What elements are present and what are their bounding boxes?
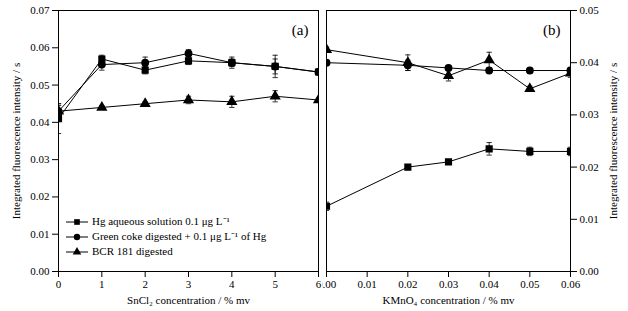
svg-text:0.07: 0.07 [30,4,50,16]
svg-text:0.05: 0.05 [30,79,50,91]
svg-text:1: 1 [99,278,105,290]
svg-text:0.02: 0.02 [30,190,49,202]
svg-text:4: 4 [229,278,235,290]
svg-text:(b): (b) [543,22,561,39]
html-text:Hg aqueous solution 0.1 μg L⁻¹: Hg aqueous solution 0.1 μg L⁻¹ [92,215,230,227]
svg-text:6: 6 [316,278,322,290]
svg-text:0.04: 0.04 [480,278,500,290]
svg-text:SnCl₂ concentration / % mv: SnCl₂ concentration / % mv [127,294,250,306]
svg-text:0.01: 0.01 [30,228,49,240]
svg-text:0.04: 0.04 [580,56,600,68]
svg-text:0.00: 0.00 [30,265,50,277]
svg-text:0: 0 [56,278,62,290]
svg-text:0.03: 0.03 [30,153,50,165]
svg-text:0.03: 0.03 [580,108,600,120]
svg-text:5: 5 [272,278,278,290]
svg-text:KMnO₄ concentration / % mv: KMnO₄ concentration / % mv [382,294,515,306]
svg-text:(a): (a) [292,22,309,39]
svg-text:0.06: 0.06 [30,41,50,53]
svg-text:0.04: 0.04 [30,116,50,128]
svg-text:0.05: 0.05 [580,4,600,16]
svg-text:2: 2 [142,278,148,290]
html-text:BCR 181 digested: BCR 181 digested [92,245,173,257]
svg-text:0.02: 0.02 [580,161,599,173]
svg-text:Integrated fluorescence intens: Integrated fluorescence intensity / s [607,63,619,219]
svg-text:3: 3 [186,278,192,290]
svg-text:0.01: 0.01 [580,213,599,225]
svg-text:0.03: 0.03 [439,278,459,290]
svg-text:0.01: 0.01 [358,278,377,290]
svg-text:0.06: 0.06 [561,278,581,290]
html-text:Green coke digested + 0.1 μg L: Green coke digested + 0.1 μg L⁻¹ of Hg [92,230,267,242]
svg-text:0.05: 0.05 [520,278,540,290]
svg-text:0.00: 0.00 [322,278,337,290]
svg-text:0.00: 0.00 [580,265,600,277]
svg-text:0.02: 0.02 [398,278,417,290]
svg-text:Integrated fluorescence intens: Integrated fluorescence intensity / s [10,63,22,219]
